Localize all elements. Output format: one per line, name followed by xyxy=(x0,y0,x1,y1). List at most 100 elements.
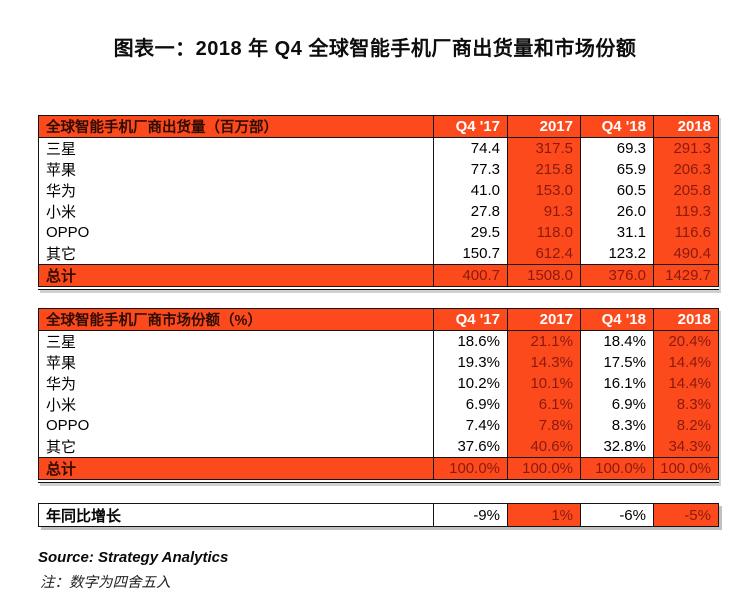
total-cell: 100.0% xyxy=(433,457,508,481)
value-cell: 41.0 xyxy=(433,180,508,201)
column-header-2017: 2017 xyxy=(507,308,581,331)
table-row-xiaomi: 小米 6.9% 6.1% 6.9% 8.3% xyxy=(39,394,719,415)
vendor-label: 其它 xyxy=(46,246,77,263)
vendor-label: 华为 xyxy=(46,376,77,393)
vendor-label: 小米 xyxy=(46,397,77,414)
source-text: Source: Strategy Analytics xyxy=(38,549,229,566)
value-cell: 119.3 xyxy=(653,201,719,222)
table-row-huawei: 华为 41.0 153.0 60.5 205.8 xyxy=(39,180,719,201)
table-row-huawei: 华为 10.2% 10.1% 16.1% 14.4% xyxy=(39,373,719,394)
value-cell: 153.0 xyxy=(507,180,581,201)
value-cell: 27.8 xyxy=(433,201,508,222)
total-cell: 400.7 xyxy=(433,264,508,288)
yoy-growth-row: 年同比增长 -9% 1% -6% -5% xyxy=(39,503,719,527)
value-cell: 91.3 xyxy=(507,201,581,222)
value-cell: 205.8 xyxy=(653,180,719,201)
value-cell: 19.3% xyxy=(433,352,508,373)
share-total-row: 总计 100.0% 100.0% 100.0% 100.0% xyxy=(38,457,719,481)
value-cell: 14.4% xyxy=(653,352,719,373)
value-cell: 26.0 xyxy=(580,201,654,222)
value-cell: 291.3 xyxy=(653,137,719,159)
value-cell: 34.3% xyxy=(653,436,719,458)
total-cell: 100.0% xyxy=(653,457,719,481)
total-cell: 100.0% xyxy=(580,457,654,481)
table-row-oppo: OPPO 7.4% 7.8% 8.3% 8.2% xyxy=(39,415,719,436)
table-row-oppo: OPPO 29.5 118.0 31.1 116.6 xyxy=(39,222,719,243)
table-row-apple: 苹果 19.3% 14.3% 17.5% 14.4% xyxy=(39,352,719,373)
value-cell: 32.8% xyxy=(580,436,654,458)
value-cell: 21.1% xyxy=(507,330,581,352)
total-cell: 376.0 xyxy=(580,264,654,288)
total-cell: 100.0% xyxy=(507,457,581,481)
value-cell: 40.6% xyxy=(507,436,581,458)
value-cell: 150.7 xyxy=(433,243,508,265)
total-label: 总计 xyxy=(46,461,77,478)
share-header-row: 全球智能手机厂商市场份额（%） Q4 '17 2017 Q4 '18 2018 xyxy=(38,308,719,331)
value-cell: 215.8 xyxy=(507,159,581,180)
value-cell: 6.9% xyxy=(580,394,654,415)
value-cell: 18.6% xyxy=(433,330,508,352)
value-cell: 8.3% xyxy=(580,415,654,436)
value-cell: 31.1 xyxy=(580,222,654,243)
column-header-q4-17: Q4 '17 xyxy=(433,115,508,138)
table-row-apple: 苹果 77.3 215.8 65.9 206.3 xyxy=(39,159,719,180)
vendor-label: 三星 xyxy=(46,141,77,158)
value-cell: 37.6% xyxy=(433,436,508,458)
yoy-cell: -9% xyxy=(433,503,508,527)
note-text: 注：数字为四舍五入 xyxy=(40,575,171,591)
vendor-label: 苹果 xyxy=(46,162,77,179)
yoy-cell: -5% xyxy=(653,503,719,527)
column-header-2017: 2017 xyxy=(507,115,581,138)
tables-container: 全球智能手机厂商出货量（百万部） Q4 '17 2017 Q4 '18 2018… xyxy=(38,115,719,527)
yoy-growth-table: 年同比增长 -9% 1% -6% -5% xyxy=(38,503,719,527)
yoy-cell: 1% xyxy=(507,503,581,527)
value-cell: 16.1% xyxy=(580,373,654,394)
yoy-cell: -6% xyxy=(580,503,654,527)
value-cell: 206.3 xyxy=(653,159,719,180)
table-row-xiaomi: 小米 27.8 91.3 26.0 119.3 xyxy=(39,201,719,222)
shipments-total-row: 总计 400.7 1508.0 376.0 1429.7 xyxy=(38,264,719,288)
table-row-others: 其它 37.6% 40.6% 32.8% 34.3% xyxy=(39,436,719,458)
shipments-header-row: 全球智能手机厂商出货量（百万部） Q4 '17 2017 Q4 '18 2018 xyxy=(38,115,719,138)
total-cell: 1508.0 xyxy=(507,264,581,288)
value-cell: 6.9% xyxy=(433,394,508,415)
column-header-q4-18: Q4 '18 xyxy=(580,308,654,331)
market-share-table: 全球智能手机厂商市场份额（%） Q4 '17 2017 Q4 '18 2018 … xyxy=(38,308,719,483)
value-cell: 10.2% xyxy=(433,373,508,394)
value-cell: 8.2% xyxy=(653,415,719,436)
value-cell: 77.3 xyxy=(433,159,508,180)
page-title: 图表一：2018 年 Q4 全球智能手机厂商出货量和市场份额 xyxy=(113,38,637,60)
value-cell: 7.4% xyxy=(433,415,508,436)
column-header-q4-17: Q4 '17 xyxy=(433,308,508,331)
vendor-label: 小米 xyxy=(46,204,77,221)
value-cell: 29.5 xyxy=(433,222,508,243)
shipments-table: 全球智能手机厂商出货量（百万部） Q4 '17 2017 Q4 '18 2018… xyxy=(38,115,719,290)
value-cell: 14.4% xyxy=(653,373,719,394)
value-cell: 490.4 xyxy=(653,243,719,265)
value-cell: 14.3% xyxy=(507,352,581,373)
value-cell: 20.4% xyxy=(653,330,719,352)
table-row-others: 其它 150.7 612.4 123.2 490.4 xyxy=(39,243,719,265)
vendor-label: OPPO xyxy=(46,417,90,434)
table-row-samsung: 三星 18.6% 21.1% 18.4% 20.4% xyxy=(39,330,719,352)
value-cell: 65.9 xyxy=(580,159,654,180)
column-header-2018: 2018 xyxy=(653,115,719,138)
value-cell: 317.5 xyxy=(507,137,581,159)
value-cell: 6.1% xyxy=(507,394,581,415)
value-cell: 60.5 xyxy=(580,180,654,201)
share-table-title: 全球智能手机厂商市场份额（%） xyxy=(46,313,262,329)
vendor-label: 三星 xyxy=(46,334,77,351)
value-cell: 8.3% xyxy=(653,394,719,415)
yoy-label: 年同比增长 xyxy=(46,507,122,525)
vendor-label: 其它 xyxy=(46,439,77,456)
column-header-q4-18: Q4 '18 xyxy=(580,115,654,138)
value-cell: 10.1% xyxy=(507,373,581,394)
value-cell: 18.4% xyxy=(580,330,654,352)
value-cell: 116.6 xyxy=(653,222,719,243)
value-cell: 123.2 xyxy=(580,243,654,265)
total-label: 总计 xyxy=(46,268,77,285)
column-header-2018: 2018 xyxy=(653,308,719,331)
value-cell: 69.3 xyxy=(580,137,654,159)
shipments-table-title: 全球智能手机厂商出货量（百万部） xyxy=(46,120,278,136)
vendor-label: 苹果 xyxy=(46,355,77,372)
